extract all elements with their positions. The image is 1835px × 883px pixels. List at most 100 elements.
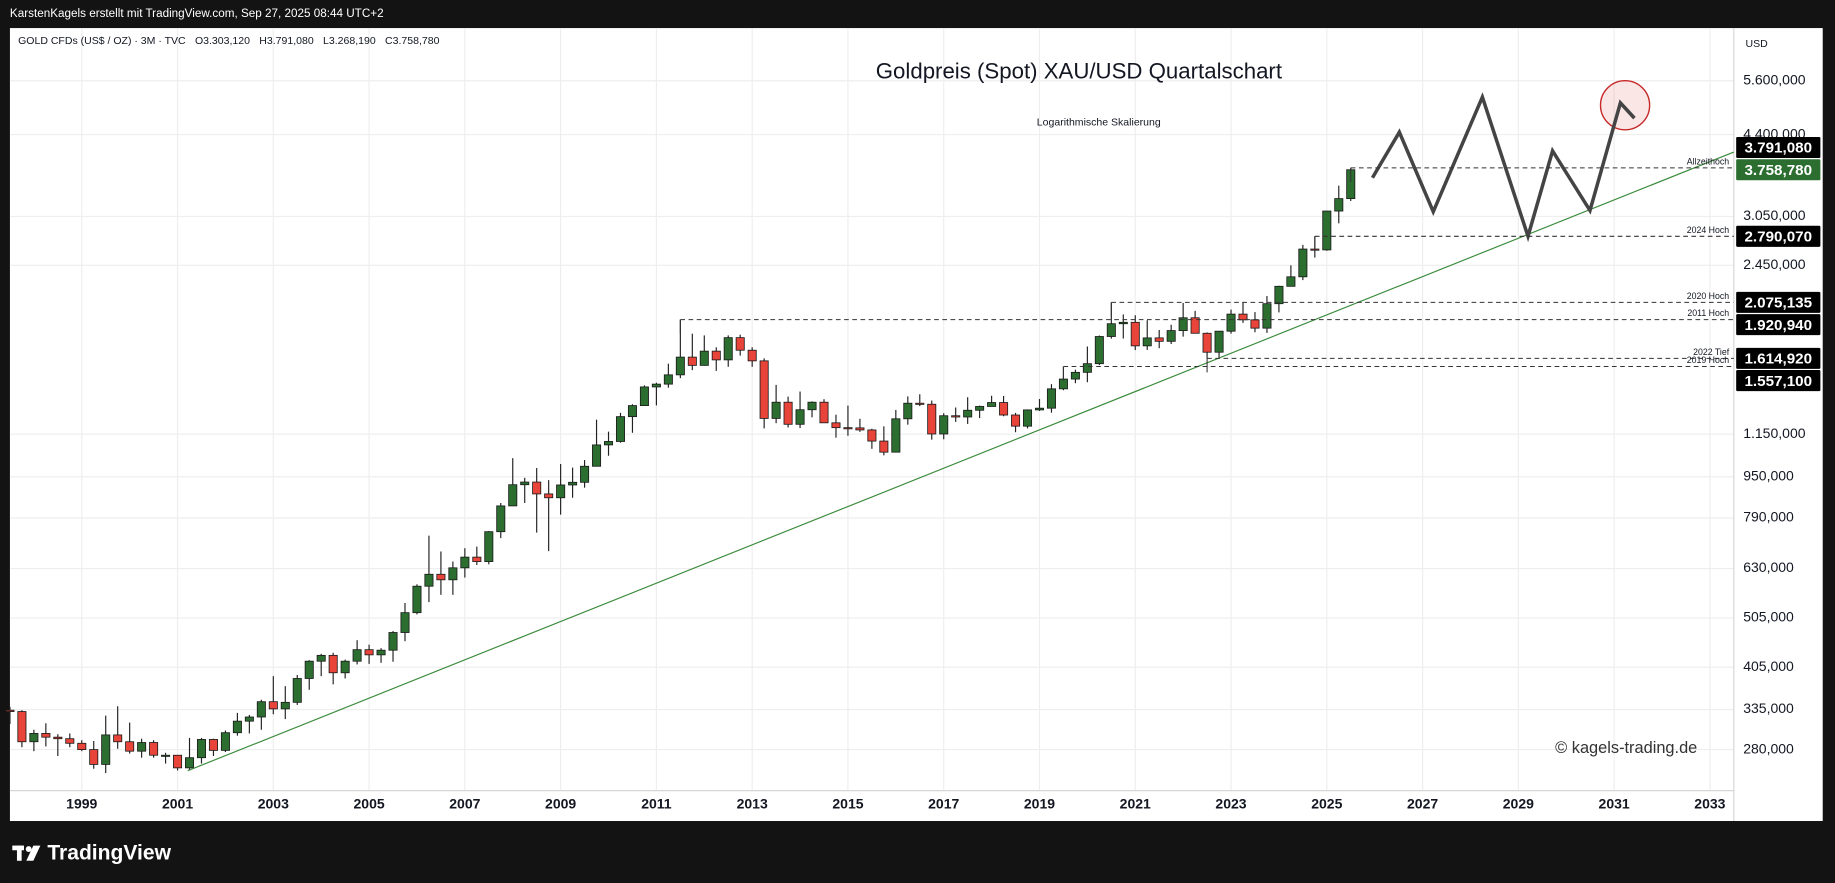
x-tick-label: 2029 [1503,795,1534,811]
candle-body [1082,363,1092,373]
candle-body [196,739,206,759]
candle-body [424,573,434,587]
x-tick-label: 2015 [832,795,863,811]
price-label-box [1736,159,1821,181]
candle-body [544,493,554,499]
candle-body [508,484,518,507]
x-tick-label: 2023 [1215,795,1246,811]
y-tick-label: 5.600,000 [1743,71,1806,87]
candle-body [687,356,697,366]
candle-body [783,401,793,425]
x-tick-label: 2009 [545,795,576,811]
y-tick-label: 1.150,000 [1743,425,1806,441]
candle-body [101,734,111,765]
candle-body [1286,276,1296,287]
candle-body [256,701,266,718]
x-tick-label: 2025 [1311,795,1342,811]
y-tick-label: 3.050,000 [1743,207,1806,223]
candle-body [173,754,183,769]
candle-body [939,415,949,435]
chart-panel [9,28,1823,822]
x-tick-label: 2011 [641,795,672,811]
price-label-box [1736,314,1821,336]
candle-body [855,427,865,431]
candle-body [699,350,709,366]
candle-body [580,465,590,483]
candle-body [987,402,997,407]
y-tick-label: 280,000 [1743,740,1794,756]
logo-mark [26,845,41,861]
candle-body [400,612,410,633]
price-label-box [1736,137,1821,159]
candle-body [747,349,757,362]
logo-text: TradingView [47,841,171,864]
candle-body [376,649,386,656]
candle-body [807,401,817,411]
candle-body [999,402,1009,416]
candle-body [113,734,123,743]
candle-body [903,402,913,420]
candle-body [927,403,937,435]
candle-body [831,422,841,429]
candle-body [867,429,877,442]
candle-body [1202,332,1212,353]
candle-body [185,757,195,769]
x-tick-label: 2005 [353,795,384,811]
price-label: 3.791,080 [1744,140,1812,157]
candle-body [1322,210,1332,251]
candle-body [915,402,925,405]
candle-body [1011,414,1021,427]
candle-body [472,556,482,562]
candle-body [568,481,578,486]
plot [5,28,1734,791]
x-tick-label: 2027 [1407,795,1438,811]
candle-body [460,556,470,569]
candle-body [352,649,362,662]
target-circle [1599,79,1651,131]
price-label-box [1736,291,1821,313]
candle-body [1106,323,1116,337]
candle-body [1226,313,1236,332]
candle-body [759,360,769,419]
candle-body [1178,317,1188,331]
candle-body [963,409,973,418]
candle-body [232,720,242,734]
candle-body [208,739,218,751]
y-tick-label: 630,000 [1743,559,1794,575]
candle-body [388,632,398,651]
candle-body [1214,330,1224,353]
top-bar-text: KarstenKagels erstellt mit TradingView.c… [10,7,384,20]
candle-body [280,701,290,710]
price-label: 1.614,920 [1744,351,1812,368]
candle-body [1034,407,1044,411]
candle-body [1334,198,1344,212]
candle-body [137,742,147,752]
candle-body [328,654,338,674]
candle-body [711,350,721,361]
candle-body [843,427,853,430]
price-label: 2.075,135 [1744,295,1812,312]
candle-body [1250,319,1260,329]
candle-body [41,733,51,738]
candle-body [364,649,374,656]
price-label: 1.920,940 [1744,317,1812,334]
candle-body [1046,388,1056,409]
price-label-box [1736,347,1821,369]
candle-body [735,337,745,351]
candle-body [819,401,829,424]
candle-body [89,749,99,765]
candle-body [1274,285,1284,305]
y-tick-label: 950,000 [1743,468,1794,484]
candle-body [53,736,63,740]
x-tick-label: 2021 [1120,795,1151,811]
candle-body [723,337,733,361]
y-tick-label: 2.450,000 [1743,256,1806,272]
candle-body [17,711,27,743]
candle-body [5,709,15,712]
candle-body [436,573,446,581]
candle-body [1130,321,1140,347]
legend-value: 3.758,780 [393,35,440,47]
candle-body [65,738,75,744]
level-name: 2020 Hoch [1687,291,1730,301]
